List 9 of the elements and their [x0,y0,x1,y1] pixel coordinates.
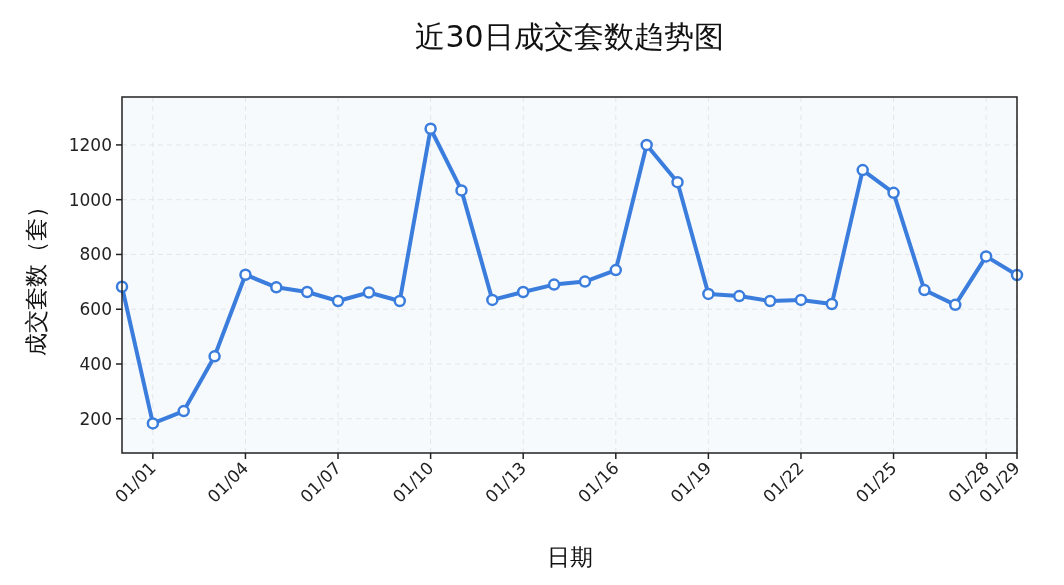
chart-title: 近30日成交套数趋势图 [415,19,724,54]
x-axis-title: 日期 [546,544,593,570]
y-tick-label: 200 [79,408,112,429]
y-tick-label: 1000 [68,189,112,210]
y-tick-label: 1200 [68,134,112,155]
y-tick-label: 400 [79,354,112,374]
y-tick-label: 600 [79,299,112,320]
y-tick-label: 800 [79,244,112,265]
y-axis-title: 成交套数（套） [23,194,49,356]
